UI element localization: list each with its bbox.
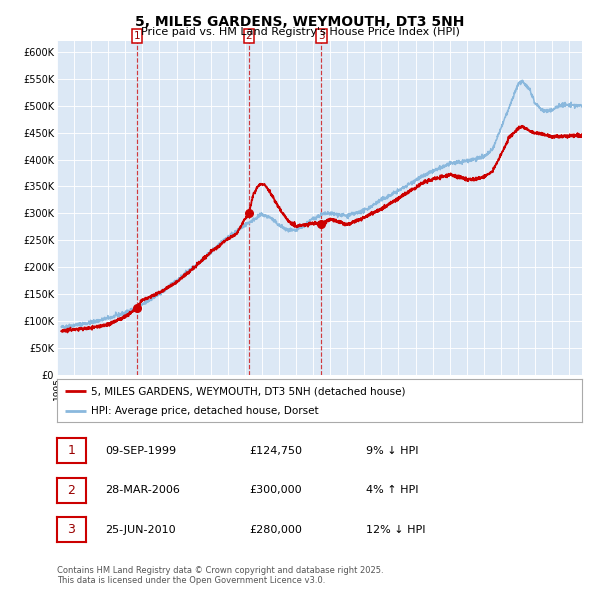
Text: 5, MILES GARDENS, WEYMOUTH, DT3 5NH (detached house): 5, MILES GARDENS, WEYMOUTH, DT3 5NH (det… [91,386,406,396]
Text: 3: 3 [67,523,76,536]
Text: Contains HM Land Registry data © Crown copyright and database right 2025.
This d: Contains HM Land Registry data © Crown c… [57,566,383,585]
Text: 12% ↓ HPI: 12% ↓ HPI [366,525,425,535]
Text: 28-MAR-2006: 28-MAR-2006 [105,486,180,495]
Text: 1: 1 [67,444,76,457]
Text: 2: 2 [67,484,76,497]
Text: Price paid vs. HM Land Registry's House Price Index (HPI): Price paid vs. HM Land Registry's House … [140,27,460,37]
Text: 5, MILES GARDENS, WEYMOUTH, DT3 5NH: 5, MILES GARDENS, WEYMOUTH, DT3 5NH [136,15,464,29]
Text: 2: 2 [245,31,252,41]
Text: £280,000: £280,000 [249,525,302,535]
Text: 25-JUN-2010: 25-JUN-2010 [105,525,176,535]
Text: HPI: Average price, detached house, Dorset: HPI: Average price, detached house, Dors… [91,407,319,416]
Text: 4% ↑ HPI: 4% ↑ HPI [366,486,419,495]
Text: 1: 1 [134,31,140,41]
Text: 09-SEP-1999: 09-SEP-1999 [105,446,176,455]
Text: 3: 3 [318,31,325,41]
Text: £300,000: £300,000 [249,486,302,495]
Text: 9% ↓ HPI: 9% ↓ HPI [366,446,419,455]
Text: £124,750: £124,750 [249,446,302,455]
